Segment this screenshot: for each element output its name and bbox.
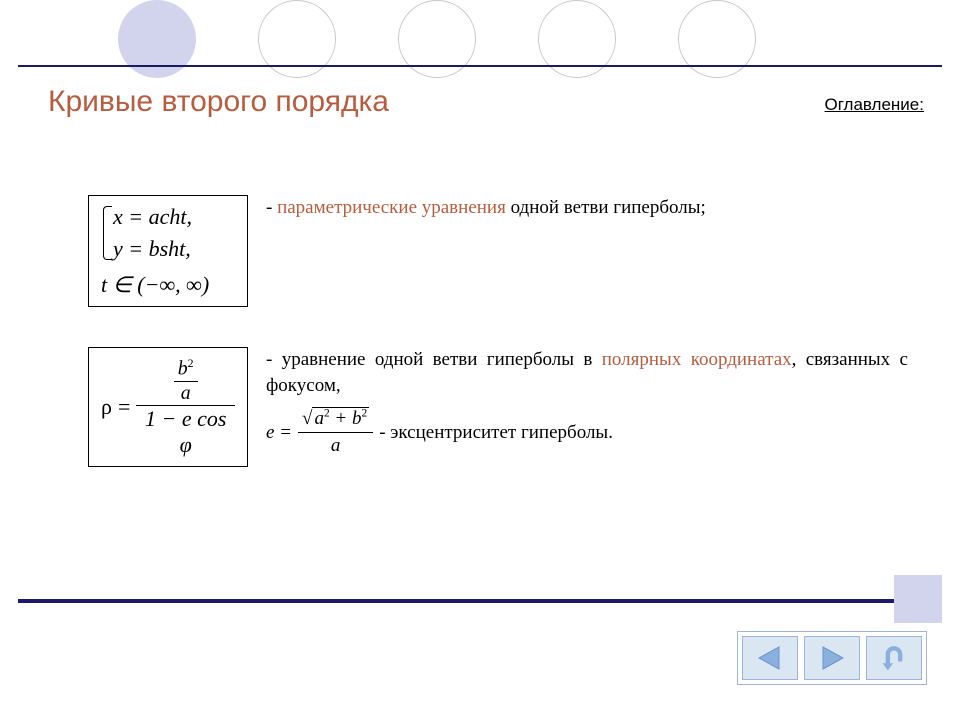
decor-square bbox=[894, 575, 942, 623]
bottom-rule bbox=[18, 599, 942, 603]
return-button[interactable] bbox=[866, 636, 922, 680]
symbol-rho: ρ bbox=[101, 394, 112, 420]
fraction: b2 a 1 − e cos φ bbox=[136, 356, 235, 458]
nav-controls bbox=[737, 631, 927, 685]
desc-polar: - уравнение одной ветви гиперболы в поля… bbox=[266, 347, 908, 459]
text: e = bbox=[266, 420, 292, 446]
text: 1 − e cos φ bbox=[136, 406, 235, 458]
text: одной ветви гиперболы; bbox=[506, 197, 706, 218]
toc-link[interactable]: Оглавление: bbox=[824, 95, 924, 115]
triangle-right-icon bbox=[817, 645, 847, 671]
text: - эксцентриситет гиперболы. bbox=[379, 420, 613, 446]
formula-parametric: x = acht, y = bsht, t ∈ (−∞, ∞) bbox=[88, 195, 248, 307]
formula-polar: ρ = b2 a 1 − e cos φ bbox=[88, 347, 248, 467]
u-turn-icon bbox=[879, 645, 909, 671]
text: a bbox=[298, 433, 373, 459]
eq-line: y = bsht, bbox=[113, 236, 192, 262]
eq-domain: t ∈ (−∞, ∞) bbox=[101, 272, 235, 298]
prev-button[interactable] bbox=[742, 636, 798, 680]
text: a bbox=[314, 408, 324, 429]
top-rule bbox=[18, 65, 942, 67]
desc-parametric: - параметрические уравнения одной ветви … bbox=[266, 195, 908, 221]
text-highlight: параметрические уравнения bbox=[277, 197, 506, 218]
text: - уравнение одной ветви гиперболы в bbox=[266, 349, 602, 370]
fraction-eccentricity: √a2 + b2 a bbox=[298, 406, 373, 458]
bottom-rule-group bbox=[18, 575, 942, 625]
equation-row-parametric: x = acht, y = bsht, t ∈ (−∞, ∞) - параме… bbox=[88, 195, 908, 307]
triangle-left-icon bbox=[755, 645, 785, 671]
text: a bbox=[174, 382, 198, 405]
page-title: Кривые второго порядка bbox=[48, 85, 389, 119]
text-highlight: полярных координатах bbox=[602, 349, 792, 370]
eq-line: x = acht, bbox=[113, 204, 192, 230]
equation-row-polar: ρ = b2 a 1 − e cos φ - уравнение одной в… bbox=[88, 347, 908, 467]
text: - bbox=[266, 197, 277, 218]
slide: Кривые второго порядка Оглавление: x = a… bbox=[18, 10, 942, 710]
next-button[interactable] bbox=[804, 636, 860, 680]
content-area: x = acht, y = bsht, t ∈ (−∞, ∞) - параме… bbox=[88, 195, 908, 507]
text: b bbox=[178, 358, 188, 380]
